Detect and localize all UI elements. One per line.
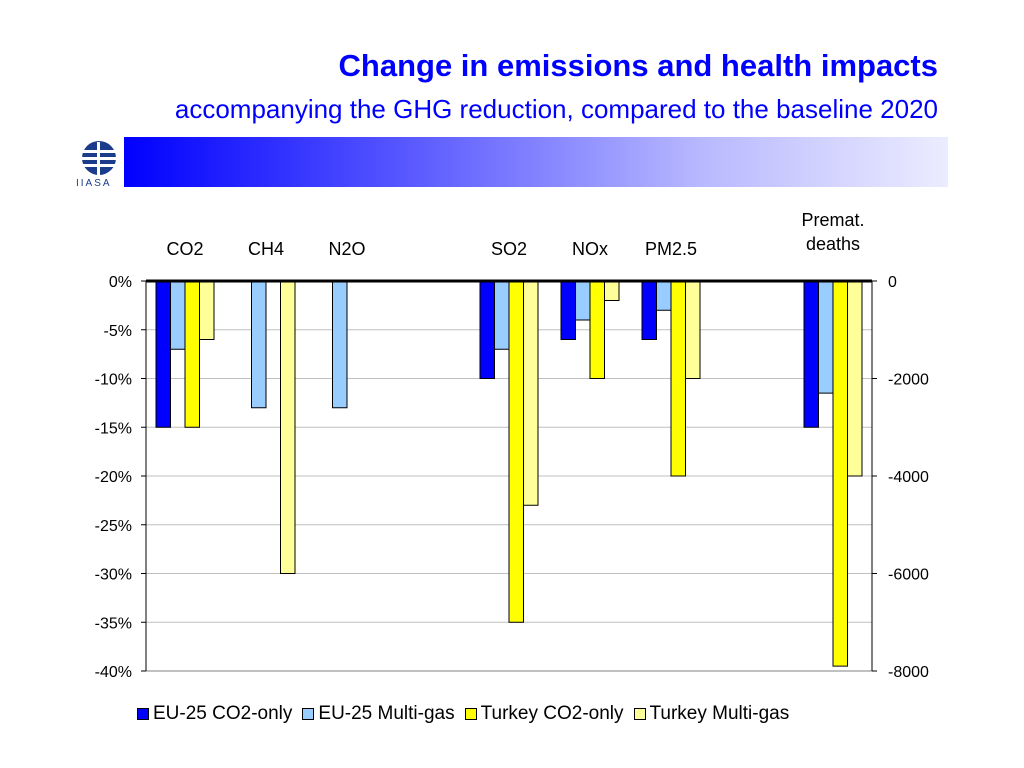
left-tick-label: -40% bbox=[95, 664, 132, 681]
legend-item: EU-25 CO2-only bbox=[137, 703, 292, 725]
bar bbox=[803, 280, 819, 428]
legend-label: Turkey CO2-only bbox=[480, 703, 624, 724]
bar bbox=[523, 280, 539, 506]
bar bbox=[332, 280, 348, 409]
bar bbox=[604, 280, 620, 301]
legend-swatch bbox=[464, 708, 477, 720]
category-label: Premat. deaths bbox=[801, 210, 864, 254]
bar bbox=[184, 280, 200, 428]
right-tick-label: -4000 bbox=[888, 469, 929, 486]
right-tick-label: -6000 bbox=[888, 567, 929, 584]
category-label: N2O bbox=[328, 239, 365, 259]
legend-swatch bbox=[137, 708, 149, 720]
bar bbox=[656, 280, 672, 311]
left-tick-label: -20% bbox=[95, 469, 132, 486]
category-label: NOx bbox=[572, 239, 608, 259]
bar bbox=[685, 280, 701, 379]
left-tick-label: -15% bbox=[95, 420, 132, 437]
header-banner bbox=[124, 137, 948, 187]
bar bbox=[280, 280, 296, 574]
iiasa-logo-icon bbox=[80, 141, 118, 175]
bar bbox=[494, 280, 510, 350]
bar bbox=[170, 280, 186, 350]
bar bbox=[479, 280, 495, 379]
category-label: PM2.5 bbox=[645, 239, 697, 259]
category-label: CO2 bbox=[166, 239, 203, 259]
category-label: SO2 bbox=[491, 239, 527, 259]
bar bbox=[508, 280, 524, 623]
bar bbox=[832, 280, 848, 667]
bar bbox=[589, 280, 605, 379]
left-tick-label: -35% bbox=[95, 615, 132, 632]
bar bbox=[199, 280, 215, 340]
page-title: Change in emissions and health impacts bbox=[338, 48, 938, 83]
bar bbox=[641, 280, 657, 340]
legend-item: EU-25 Multi-gas bbox=[302, 703, 455, 725]
legend-item: Turkey CO2-only bbox=[464, 703, 624, 725]
page-subtitle: accompanying the GHG reduction, compared… bbox=[174, 94, 938, 124]
legend-label: Turkey Multi-gas bbox=[649, 703, 790, 724]
bar bbox=[818, 280, 834, 394]
right-tick-label: 0 bbox=[888, 274, 897, 291]
left-tick-label: 0% bbox=[109, 274, 132, 291]
left-tick-label: -25% bbox=[95, 518, 132, 535]
logo-text: IIASA bbox=[76, 178, 112, 189]
legend-label: EU-25 CO2-only bbox=[153, 703, 293, 724]
category-label: CH4 bbox=[248, 239, 284, 259]
bar bbox=[560, 280, 576, 340]
bar bbox=[575, 280, 591, 321]
right-tick-label: -2000 bbox=[888, 372, 929, 389]
left-tick-label: -30% bbox=[95, 567, 132, 584]
right-tick-label: -8000 bbox=[888, 664, 929, 681]
legend-swatch bbox=[633, 708, 646, 720]
legend-label: EU-25 Multi-gas bbox=[318, 703, 455, 724]
legend-item: Turkey Multi-gas bbox=[633, 703, 790, 725]
left-tick-label: -5% bbox=[104, 323, 132, 340]
bar bbox=[251, 280, 267, 409]
legend-swatch bbox=[302, 708, 315, 720]
left-tick-label: -10% bbox=[95, 372, 132, 389]
bar bbox=[847, 280, 863, 477]
bar bbox=[670, 280, 686, 477]
bar bbox=[155, 280, 171, 428]
chart-legend: EU-25 CO2-only EU-25 Multi-gas Turkey CO2-… bbox=[137, 702, 897, 726]
